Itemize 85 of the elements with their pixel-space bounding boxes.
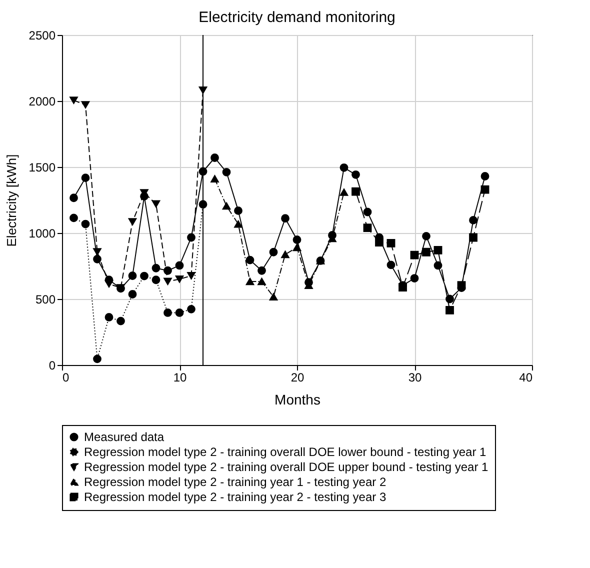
point: [363, 208, 372, 216]
point: [246, 278, 254, 286]
point: [210, 175, 219, 182]
point: [128, 272, 137, 280]
chart-title: Electricity demand monitoring: [198, 9, 396, 26]
point: [363, 224, 372, 232]
point: [375, 238, 384, 246]
point: [480, 185, 490, 194]
y-tick-label: 2500: [28, 28, 56, 42]
x-tick-label: 30: [408, 370, 422, 384]
point: [422, 232, 430, 240]
point: [152, 200, 160, 208]
point: [222, 202, 231, 210]
point: [234, 206, 242, 215]
point: [175, 308, 184, 317]
point: [258, 266, 266, 275]
point: [352, 187, 360, 196]
point: [128, 290, 137, 298]
point: [292, 236, 302, 244]
point: [410, 274, 419, 282]
point: [480, 172, 490, 180]
point: [434, 261, 442, 270]
point: [140, 272, 148, 280]
x-tick-label: 20: [290, 370, 304, 384]
point: [93, 354, 102, 364]
legend-label: Measured data: [84, 430, 164, 444]
x-tick-label: 0: [62, 370, 70, 384]
point: [292, 244, 302, 252]
point: [269, 248, 278, 256]
point: [164, 278, 172, 286]
point: [175, 275, 184, 283]
point: [469, 233, 478, 242]
point: [81, 101, 90, 109]
y-axis-title: Electricity [kWh]: [4, 154, 19, 247]
point: [281, 250, 290, 258]
point: [258, 278, 266, 286]
y-tick-label: 2000: [28, 94, 56, 108]
y-tick-label: 0: [48, 358, 56, 372]
point: [164, 308, 172, 317]
point: [152, 276, 160, 284]
point: [81, 174, 90, 182]
point: [93, 248, 102, 256]
y-tick-label: 500: [35, 292, 56, 306]
point: [93, 254, 102, 264]
x-tick-label: 10: [173, 370, 187, 384]
point: [81, 220, 90, 228]
point: [104, 313, 114, 322]
point: [269, 293, 278, 300]
point: [116, 316, 125, 326]
point: [386, 260, 396, 270]
legend-label: Regression model type 2 - training year 1 - testing year 2: [84, 475, 386, 489]
point: [70, 214, 78, 222]
x-tick-label: 40: [519, 370, 533, 384]
point: [152, 264, 160, 272]
point: [446, 294, 454, 304]
point: [210, 154, 219, 162]
point: [281, 214, 290, 223]
point: [187, 233, 196, 242]
legend-label: Regression model type 2 - training year 2 - testing year 3: [84, 490, 386, 504]
point: [234, 220, 242, 228]
point: [104, 280, 114, 288]
point: [187, 272, 196, 280]
point: [434, 246, 442, 254]
point: [164, 266, 172, 275]
point: [340, 163, 348, 172]
point: [175, 261, 184, 270]
point: [386, 238, 396, 248]
point: [70, 96, 78, 104]
point: [128, 218, 137, 226]
y-tick-label: 1000: [28, 226, 56, 240]
point: [246, 256, 254, 264]
x-axis-title: Months: [274, 392, 320, 408]
point: [187, 304, 196, 314]
point: [340, 188, 348, 196]
point: [70, 194, 78, 202]
point: [222, 168, 231, 176]
y-tick-label: 1500: [28, 160, 56, 174]
legend-label: Regression model type 2 - training overall DOE upper bound - testing year 1: [84, 460, 489, 474]
legend-label: Regression model type 2 - training overall DOE lower bound - testing year 1: [84, 445, 487, 459]
point: [422, 248, 430, 256]
point: [457, 281, 466, 290]
point: [469, 216, 478, 224]
point: [352, 170, 360, 179]
point: [446, 306, 454, 314]
point: [410, 250, 419, 260]
